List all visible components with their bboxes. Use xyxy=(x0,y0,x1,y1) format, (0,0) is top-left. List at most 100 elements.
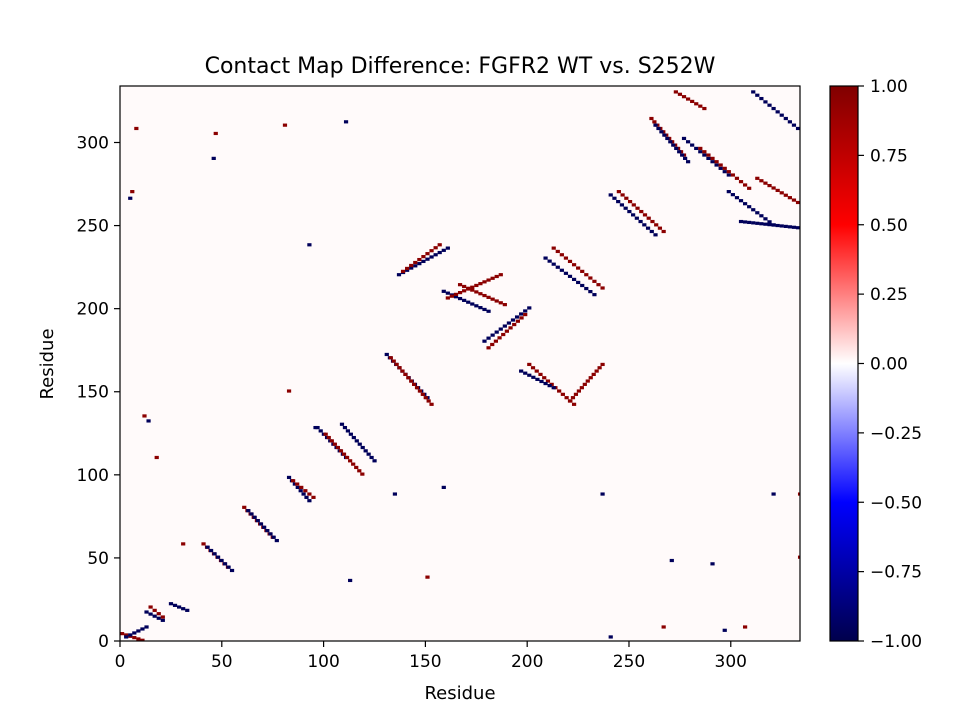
contact-streak xyxy=(738,219,804,230)
heatmap-cell xyxy=(474,283,479,288)
contact-streak xyxy=(457,283,507,307)
heatmap-cell xyxy=(498,327,503,331)
heatmap-cell xyxy=(366,452,371,456)
heatmap-cell xyxy=(551,246,556,250)
heatmap-cell xyxy=(767,183,772,188)
heatmap-cell xyxy=(482,280,487,284)
heatmap-cell xyxy=(148,612,153,616)
heatmap-cell xyxy=(482,339,487,343)
heatmap-cell xyxy=(124,635,129,639)
heatmap-cell xyxy=(649,116,654,121)
heatmap-cell xyxy=(585,379,590,383)
x-tick-label: 50 xyxy=(211,652,233,672)
heatmap-cell xyxy=(623,206,628,210)
heatmap-cell xyxy=(132,636,137,640)
heatmap-cell xyxy=(592,293,597,297)
heatmap-cell xyxy=(332,442,337,446)
heatmap-cell xyxy=(213,131,218,136)
heatmap-cell xyxy=(307,243,312,247)
heatmap-cell xyxy=(649,229,654,234)
heatmap-cell xyxy=(734,176,740,180)
heatmap-cell xyxy=(718,166,723,170)
x-axis-label: Residue xyxy=(424,683,495,704)
heatmap-cell xyxy=(519,316,524,320)
heatmap-cell xyxy=(683,156,688,160)
heatmap-cell xyxy=(421,259,426,264)
heatmap-cell xyxy=(338,449,344,453)
heatmap-cell xyxy=(763,181,768,185)
heatmap-cell xyxy=(462,298,467,302)
heatmap-cell xyxy=(429,249,434,253)
contact-streak xyxy=(673,90,707,111)
heatmap-cell xyxy=(523,371,528,375)
heatmap-cell xyxy=(759,222,764,226)
heatmap-cell xyxy=(351,462,356,466)
heatmap-cell xyxy=(486,346,491,350)
heatmap-cell xyxy=(671,143,676,147)
heatmap-cell xyxy=(405,268,410,272)
heatmap-cell xyxy=(286,475,292,480)
heatmap-cell xyxy=(584,286,589,291)
heatmap-cell xyxy=(482,307,487,312)
contact-streak xyxy=(653,123,691,164)
heatmap-cell xyxy=(654,223,659,227)
heatmap-cell xyxy=(759,179,764,183)
heatmap-cell xyxy=(154,455,159,460)
heatmap-cell xyxy=(249,512,254,516)
heatmap-cell xyxy=(335,445,341,450)
heatmap-cell xyxy=(417,389,423,393)
heatmap-cell xyxy=(775,188,780,193)
heatmap-cell xyxy=(702,106,707,111)
heatmap-cell xyxy=(363,449,368,453)
heatmap-cell xyxy=(318,429,323,433)
heatmap-cell xyxy=(298,489,303,493)
heatmap-cell xyxy=(771,106,776,111)
heatmap-cell xyxy=(304,495,309,499)
heatmap-cell xyxy=(582,382,587,386)
heatmap-cell xyxy=(384,352,389,357)
heatmap-cell xyxy=(519,312,524,316)
heatmap-cell xyxy=(685,97,691,101)
heatmap-cell xyxy=(181,607,186,611)
heatmap-cell xyxy=(486,278,491,282)
heatmap-cell xyxy=(140,638,145,641)
heatmap-cell xyxy=(608,635,613,639)
heatmap-marks xyxy=(120,90,804,641)
heatmap-cell xyxy=(412,382,417,386)
heatmap-cell xyxy=(420,392,425,396)
heatmap-cell xyxy=(504,329,509,333)
heatmap-cell xyxy=(490,342,495,347)
heatmap-cell xyxy=(425,575,430,579)
heatmap-cell xyxy=(514,315,520,319)
heatmap-cell xyxy=(722,628,727,632)
heatmap-cell xyxy=(426,399,431,403)
colorbar-tick-label: 0.00 xyxy=(870,355,908,375)
heatmap-cell xyxy=(201,542,206,546)
heatmap-cell xyxy=(639,209,644,214)
heatmap-cell xyxy=(372,459,377,463)
heatmap-cell xyxy=(571,277,577,282)
heatmap-cell xyxy=(144,625,149,629)
heatmap-cell xyxy=(588,376,593,380)
heatmap-cell xyxy=(486,336,491,340)
heatmap-cell xyxy=(535,377,540,381)
heatmap-cell xyxy=(659,130,664,134)
heatmap-cell xyxy=(580,283,585,288)
heatmap-cell xyxy=(710,156,715,160)
heatmap-cell xyxy=(215,555,221,559)
heatmap-cell xyxy=(800,227,804,230)
heatmap-cell xyxy=(767,220,772,224)
heatmap-cell xyxy=(341,452,347,456)
heatmap-cell xyxy=(560,392,565,396)
heatmap-cell xyxy=(502,324,507,328)
heatmap-cell xyxy=(417,262,422,266)
heatmap-cell xyxy=(303,489,308,493)
heatmap-cell xyxy=(650,219,655,224)
heatmap-cell xyxy=(295,482,300,486)
heatmap-cell xyxy=(494,299,499,303)
heatmap-cell xyxy=(342,425,348,430)
y-tick-label: 200 xyxy=(77,300,109,320)
heatmap-cell xyxy=(466,286,471,290)
heatmap-cell xyxy=(674,146,679,151)
heatmap-cell xyxy=(482,293,487,298)
